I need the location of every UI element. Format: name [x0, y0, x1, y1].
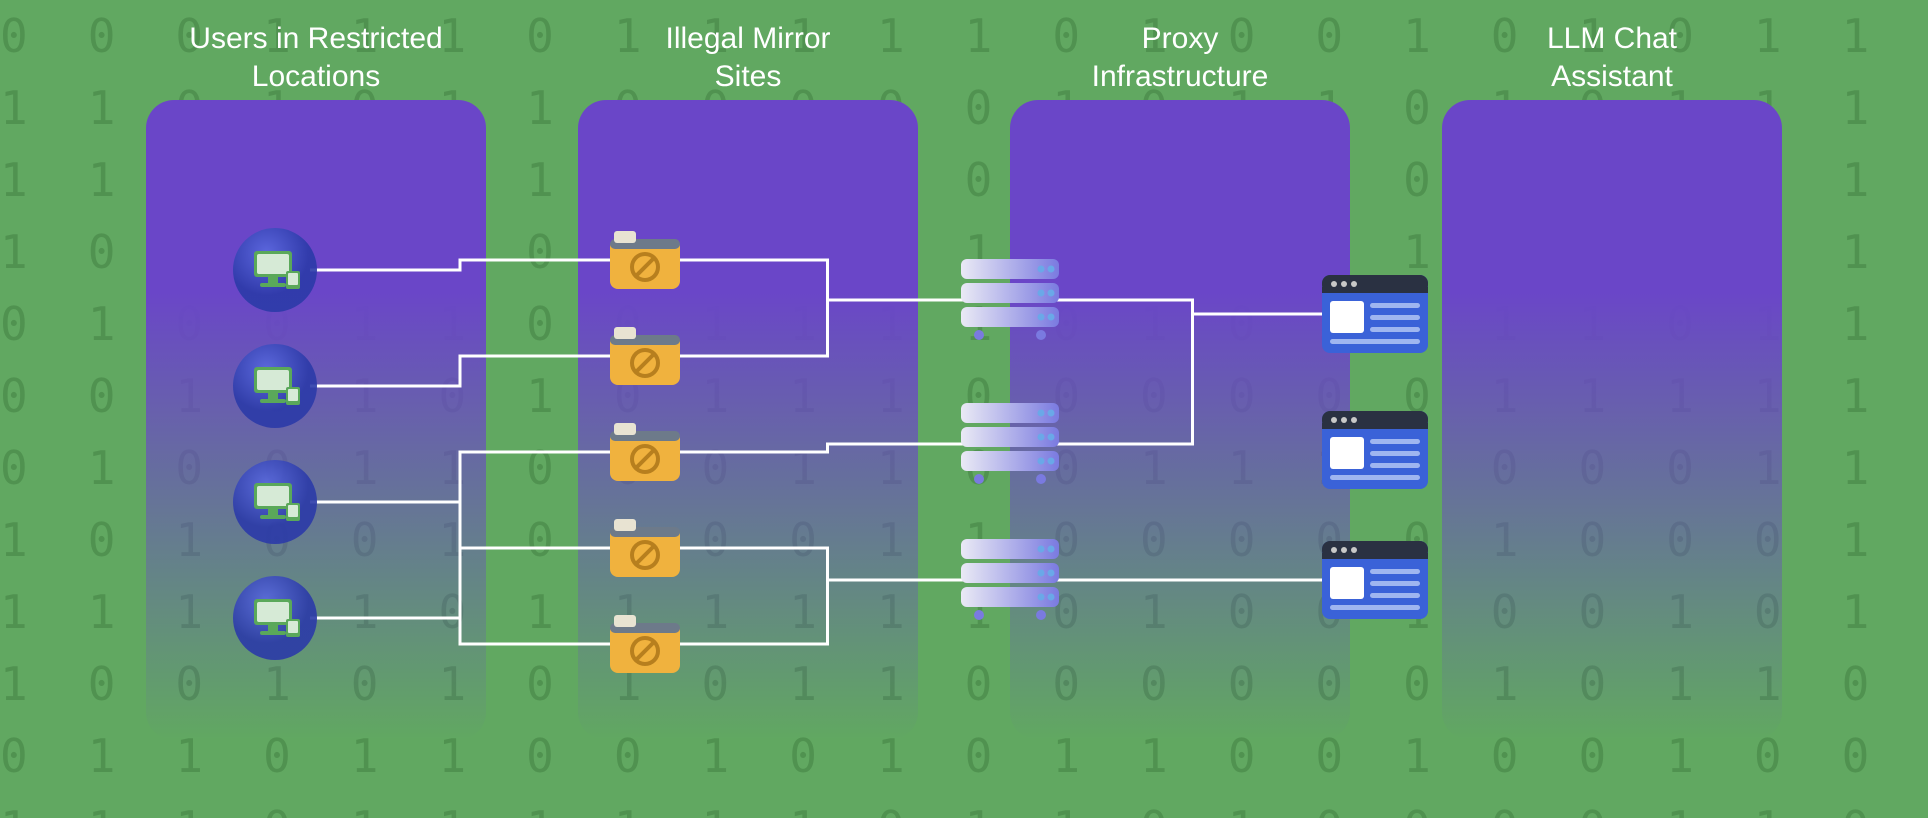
chat-window-icon	[1320, 273, 1430, 360]
user-computer-icon	[230, 341, 320, 436]
proxy-server-icon	[955, 255, 1065, 350]
blocked-site-icon	[608, 229, 682, 296]
column-title-users: Users in RestrictedLocations	[189, 20, 442, 90]
blocked-site-icon	[608, 613, 682, 680]
user-computer-icon	[230, 225, 320, 320]
proxy-server-icon	[955, 535, 1065, 630]
panel-llm	[1442, 100, 1782, 740]
column-llm: LLM ChatAssistant	[1442, 0, 1782, 818]
user-computer-icon	[230, 457, 320, 552]
chat-window-icon	[1320, 539, 1430, 626]
user-computer-icon	[230, 573, 320, 668]
column-title-proxy: ProxyInfrastructure	[1092, 20, 1269, 90]
chat-window-icon	[1320, 409, 1430, 496]
proxy-server-icon	[955, 399, 1065, 494]
column-mirror: Illegal MirrorSites	[578, 0, 918, 818]
blocked-site-icon	[608, 517, 682, 584]
column-title-mirror: Illegal MirrorSites	[665, 20, 830, 90]
blocked-site-icon	[608, 421, 682, 488]
blocked-site-icon	[608, 325, 682, 392]
column-title-llm: LLM ChatAssistant	[1547, 20, 1677, 90]
